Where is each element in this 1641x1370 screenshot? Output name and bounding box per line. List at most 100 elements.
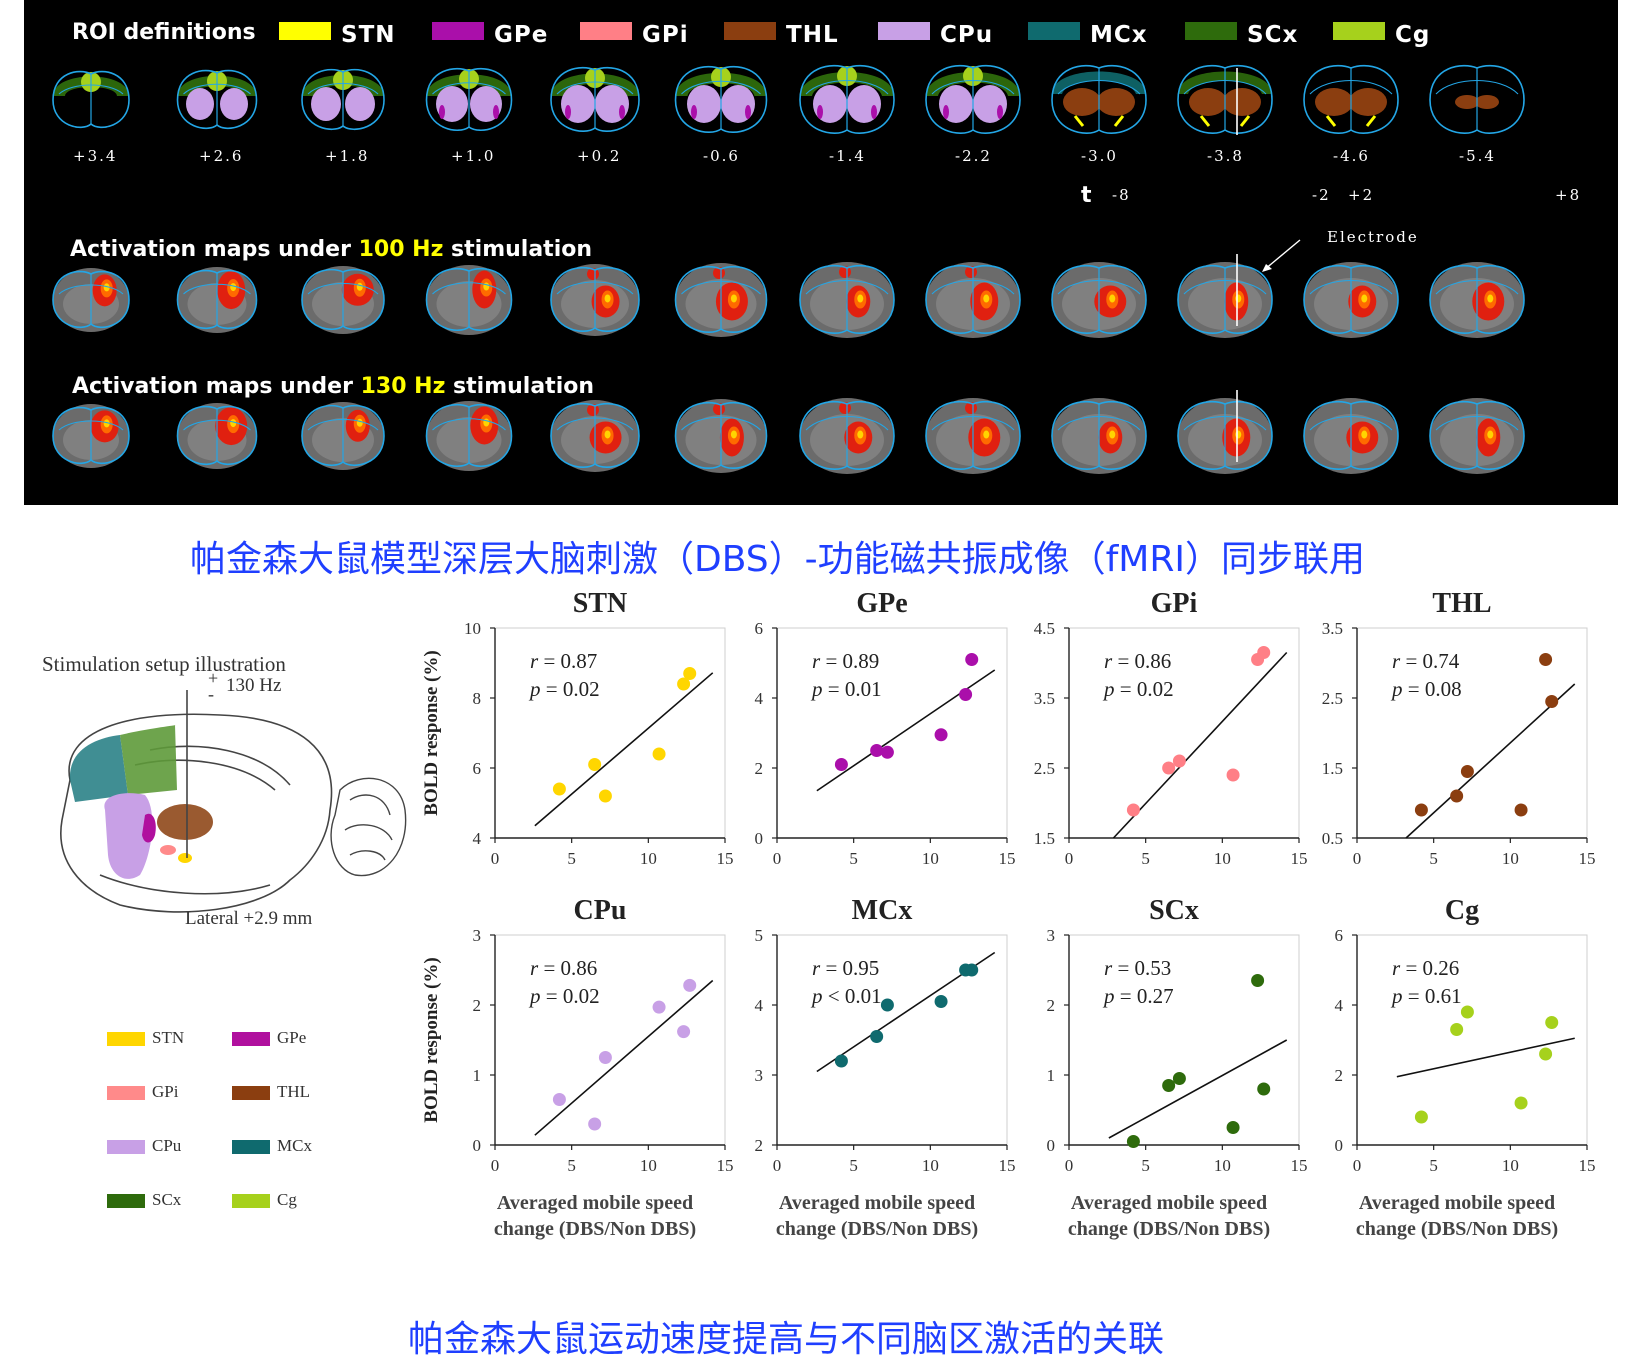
data-point (1414, 803, 1428, 817)
roi-swatch-mcx (1028, 22, 1080, 40)
roi-slice (799, 64, 895, 134)
y-axis-label: BOLD response (%) (421, 650, 442, 815)
roi-slice (52, 70, 130, 128)
y-tick-label: 2 (755, 759, 764, 778)
r-value: r = 0.86 (1104, 649, 1171, 673)
data-point (1545, 1016, 1559, 1029)
y-tick-label: 1 (1047, 1066, 1056, 1085)
y-tick-label: 0 (1047, 1136, 1056, 1155)
x-axis-label-line2: change (DBS/Non DBS) (494, 1218, 696, 1240)
roi-label-stn: STN (341, 22, 396, 48)
x-axis-label-line1: Averaged mobile speed (1071, 1192, 1267, 1214)
roi-label-cg: Cg (1395, 22, 1431, 48)
chart-title: THL (1432, 590, 1491, 619)
slice-coordinate: -5.4 (1459, 147, 1496, 165)
setup-legend-swatch (232, 1032, 270, 1046)
x-axis-label-line1: Averaged mobile speed (497, 1192, 693, 1214)
x-tick-label: 15 (717, 849, 734, 868)
roi-swatch-cpu (878, 22, 930, 40)
setup-legend-label: STN (152, 1028, 185, 1047)
scatter-chart-cpu: CPu 0 1 2 3 0 5 10 15 r = 0.86 p = 0.02 BOLD respon… (421, 895, 734, 1240)
roi-slice (1303, 64, 1399, 134)
data-point (1545, 695, 1559, 708)
x-tick-label: 0 (773, 1156, 782, 1175)
roi-slice (301, 68, 385, 130)
roi-slice (550, 66, 640, 132)
roi-label-gpi: GPi (642, 22, 689, 48)
scatter-chart-scx: SCx 0 1 2 3 0 5 10 15 r = 0.53 p = 0.27 Averaged mo… (1047, 895, 1308, 1240)
y-tick-label: 2 (1047, 996, 1056, 1015)
setup-legend-label: GPe (277, 1028, 307, 1047)
lateral-label: Lateral +2.9 mm (185, 908, 313, 929)
x-tick-label: 10 (1214, 849, 1231, 868)
activation-slice (925, 398, 1021, 474)
data-point (552, 1093, 566, 1106)
stn-region (178, 853, 192, 863)
data-point (1460, 1005, 1474, 1019)
x-tick-label: 15 (1579, 1156, 1596, 1175)
chart-title: GPe (856, 590, 907, 619)
y-tick-label: 6 (755, 619, 764, 638)
y-tick-label: 3 (473, 926, 482, 945)
setup-legend-swatch (232, 1140, 270, 1154)
activation-slice (550, 264, 640, 336)
setup-legend-label: Cg (277, 1190, 297, 1209)
scatter-chart-mcx: MCx 2 3 4 5 0 5 10 15 r = 0.95 p < 0.01 Averaged mo… (755, 895, 1016, 1240)
thl-region (157, 804, 213, 840)
data-point (683, 667, 697, 680)
scatter-chart-thl: THL 0.5 1.5 2.5 3.5 0 5 10 15 r = 0.74 p = 0.08 (1322, 590, 1596, 868)
slice-coordinate: +1.8 (325, 147, 370, 165)
t-pos-inner: +2 (1348, 186, 1375, 204)
regression-line (534, 672, 714, 827)
p-value: p = 0.61 (1390, 984, 1462, 1008)
regression-line (1108, 1039, 1288, 1139)
cerebellum-outline (330, 777, 407, 877)
data-point (683, 978, 697, 992)
y-tick-label: 1 (473, 1066, 482, 1085)
x-tick-label: 15 (999, 849, 1016, 868)
setup-legend-label: CPu (152, 1136, 182, 1155)
chart-title: CPu (574, 895, 627, 926)
x-tick-label: 5 (849, 1156, 858, 1175)
x-tick-label: 5 (1429, 849, 1438, 868)
y-tick-label: 0.5 (1322, 829, 1343, 848)
x-tick-label: 10 (1502, 849, 1519, 868)
x-tick-label: 0 (491, 849, 500, 868)
x-tick-label: 5 (849, 849, 858, 868)
y-tick-label: 2.5 (1322, 689, 1343, 708)
slice-coordinate: -3.0 (1081, 147, 1118, 165)
r-value: r = 0.53 (1104, 956, 1171, 980)
activation-slice (1177, 254, 1273, 338)
x-tick-label: 0 (773, 849, 782, 868)
chart-title: Cg (1445, 895, 1479, 926)
activation-slice (425, 401, 513, 471)
data-point (965, 963, 979, 977)
p-value: p < 0.01 (810, 984, 882, 1008)
setup-frequency: 130 Hz (226, 675, 282, 696)
electrode-label: Electrode (1327, 228, 1419, 246)
scatter-chart-cg: Cg 0 2 4 6 0 5 10 15 r = 0.26 p = 0.61 Averaged mob… (1335, 895, 1596, 1240)
data-point (934, 995, 948, 1008)
setup-legend-swatch (107, 1032, 145, 1046)
y-tick-label: 2 (1335, 1066, 1344, 1085)
roi-slice (1429, 64, 1525, 134)
roi-label-gpe: GPe (494, 22, 549, 48)
roi-slice (925, 64, 1021, 134)
regression-line (1405, 683, 1576, 839)
x-axis-label-line2: change (DBS/Non DBS) (1356, 1218, 1558, 1240)
cpu-region (104, 793, 153, 879)
data-point (880, 998, 894, 1012)
activation-slice (799, 398, 895, 474)
activation-slice (52, 404, 130, 468)
slice-coordinate: -0.6 (703, 147, 740, 165)
roi-title: ROI definitions (72, 20, 256, 45)
activation-slice (674, 263, 768, 337)
r-value: r = 0.89 (812, 649, 879, 673)
slice-coordinate: +2.6 (199, 147, 244, 165)
mcx-region (69, 735, 128, 802)
setup-legend-label: GPi (152, 1082, 179, 1101)
scatter-chart-gpe: GPe 0 2 4 6 0 5 10 15 r = 0.89 p = 0.01 (755, 590, 1016, 868)
x-axis-label-line1: Averaged mobile speed (1359, 1192, 1555, 1214)
brain-slice-rows (52, 64, 1525, 474)
data-point (1539, 1047, 1553, 1061)
